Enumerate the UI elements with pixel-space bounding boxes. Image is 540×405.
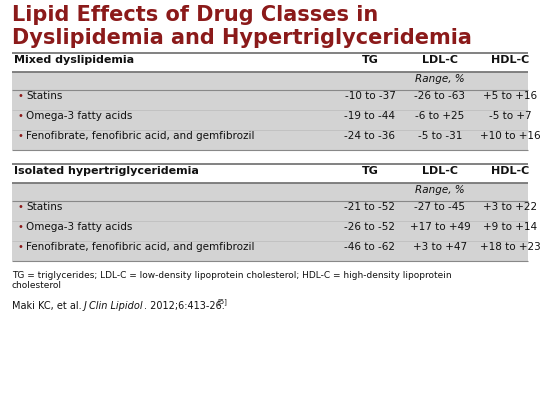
- Text: [5]: [5]: [217, 298, 227, 305]
- Text: -19 to -44: -19 to -44: [345, 111, 395, 121]
- Text: Mixed dyslipidemia: Mixed dyslipidemia: [14, 55, 134, 65]
- Text: -21 to -52: -21 to -52: [345, 202, 395, 212]
- Text: +3 to +22: +3 to +22: [483, 202, 537, 212]
- Text: Maki KC, et al.: Maki KC, et al.: [12, 301, 85, 311]
- Text: HDL-C: HDL-C: [491, 55, 529, 65]
- Text: TG: TG: [362, 55, 379, 65]
- Text: Range, %: Range, %: [415, 185, 465, 195]
- Text: Statins: Statins: [26, 202, 63, 212]
- Text: Statins: Statins: [26, 91, 63, 101]
- Text: +5 to +16: +5 to +16: [483, 91, 537, 101]
- Text: -5 to +7: -5 to +7: [489, 111, 531, 121]
- Text: -46 to -62: -46 to -62: [345, 242, 395, 252]
- Text: . 2012;6:413-26.: . 2012;6:413-26.: [144, 301, 225, 311]
- Text: Range, %: Range, %: [415, 74, 465, 84]
- Text: Lipid Effects of Drug Classes in: Lipid Effects of Drug Classes in: [12, 5, 378, 25]
- Text: Isolated hypertriglyceridemia: Isolated hypertriglyceridemia: [14, 166, 199, 176]
- Text: -24 to -36: -24 to -36: [345, 131, 395, 141]
- Text: •: •: [17, 242, 23, 252]
- Text: +10 to +16: +10 to +16: [480, 131, 540, 141]
- Text: LDL-C: LDL-C: [422, 55, 458, 65]
- Text: +3 to +47: +3 to +47: [413, 242, 467, 252]
- Text: Fenofibrate, fenofibric acid, and gemfibrozil: Fenofibrate, fenofibric acid, and gemfib…: [26, 242, 254, 252]
- Text: •: •: [17, 111, 23, 121]
- Text: -6 to +25: -6 to +25: [415, 111, 464, 121]
- Text: -5 to -31: -5 to -31: [418, 131, 462, 141]
- Text: TG: TG: [362, 166, 379, 176]
- Text: -27 to -45: -27 to -45: [415, 202, 465, 212]
- Text: Dyslipidemia and Hypertriglyceridemia: Dyslipidemia and Hypertriglyceridemia: [12, 28, 472, 48]
- Bar: [12, 183, 528, 201]
- Text: -10 to -37: -10 to -37: [345, 91, 395, 101]
- Text: +18 to +23: +18 to +23: [480, 242, 540, 252]
- Text: •: •: [17, 202, 23, 212]
- Text: J Clin Lipidol: J Clin Lipidol: [84, 301, 144, 311]
- Text: Omega-3 fatty acids: Omega-3 fatty acids: [26, 111, 132, 121]
- Text: -26 to -52: -26 to -52: [345, 222, 395, 232]
- Text: Fenofibrate, fenofibric acid, and gemfibrozil: Fenofibrate, fenofibric acid, and gemfib…: [26, 131, 254, 141]
- Text: +9 to +14: +9 to +14: [483, 222, 537, 232]
- Text: HDL-C: HDL-C: [491, 166, 529, 176]
- Text: •: •: [17, 91, 23, 101]
- Text: TG = triglycerides; LDL-C = low-density lipoprotein cholesterol; HDL-C = high-de: TG = triglycerides; LDL-C = low-density …: [12, 271, 451, 290]
- Bar: [12, 201, 528, 261]
- Text: +17 to +49: +17 to +49: [410, 222, 470, 232]
- Text: LDL-C: LDL-C: [422, 166, 458, 176]
- Text: Omega-3 fatty acids: Omega-3 fatty acids: [26, 222, 132, 232]
- Text: •: •: [17, 131, 23, 141]
- Text: •: •: [17, 222, 23, 232]
- Bar: [12, 90, 528, 150]
- Bar: [12, 72, 528, 90]
- Text: -26 to -63: -26 to -63: [415, 91, 465, 101]
